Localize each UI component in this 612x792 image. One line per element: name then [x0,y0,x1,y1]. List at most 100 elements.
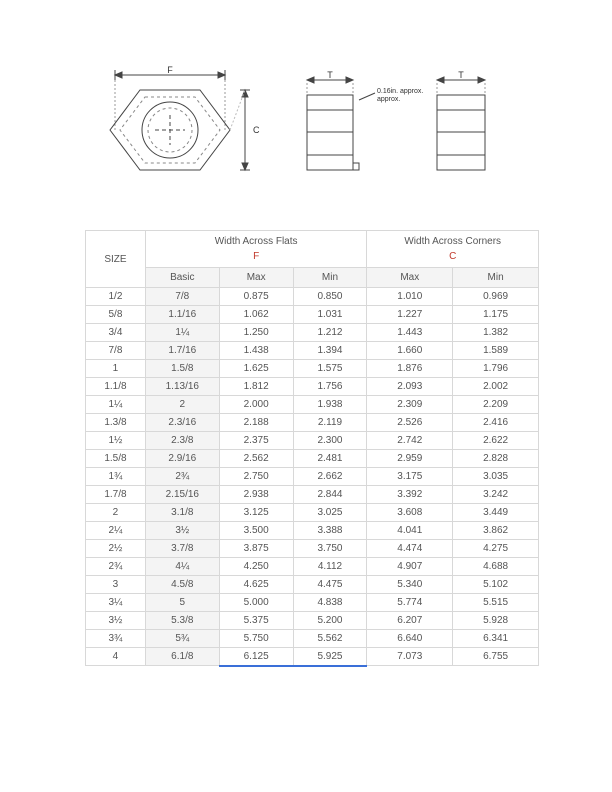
table-cell: 3.242 [453,486,539,504]
table-cell: 6.207 [367,612,453,630]
table-row: 1¼22.0001.9382.3092.209 [86,396,539,414]
table-cell: 7/8 [86,342,146,360]
table-cell: 1.660 [367,342,453,360]
table-cell: 5.000 [219,594,293,612]
page: F C [0,0,612,792]
table-cell: 4.625 [219,576,293,594]
table-cell: 3.500 [219,522,293,540]
table-cell: 5.102 [453,576,539,594]
table-cell: 3.125 [219,504,293,522]
table-cell: 2.526 [367,414,453,432]
header-corners-title: Width Across Corners [367,231,539,250]
table-row: 46.1/86.1255.9257.0736.755 [86,648,539,666]
table-row: 1.5/82.9/162.5622.4812.9592.828 [86,450,539,468]
dim-F-label: F [167,65,173,75]
table-cell: 3.1/8 [145,504,219,522]
subheader-fmin: Min [293,268,367,288]
table-cell: 4.474 [367,540,453,558]
header-flats-title: Width Across Flats [145,231,367,250]
table-cell: 2.375 [219,432,293,450]
table-cell: 2.300 [293,432,367,450]
table-cell: 2.959 [367,450,453,468]
table-cell: 4 [86,648,146,666]
table-cell: 5.750 [219,630,293,648]
table-cell: 2.622 [453,432,539,450]
table-cell: 2 [86,504,146,522]
table-cell: 3.025 [293,504,367,522]
table-cell: 2.119 [293,414,367,432]
table-cell: 2½ [86,540,146,558]
table-row: 2¾4¼4.2504.1124.9074.688 [86,558,539,576]
table-cell: 2.750 [219,468,293,486]
header-letter-C: C [367,249,539,268]
table-cell: 1.812 [219,378,293,396]
table-cell: 2.562 [219,450,293,468]
table-body: 1/27/80.8750.8501.0100.9695/81.1/161.062… [86,288,539,666]
table-cell: 4.5/8 [145,576,219,594]
table-cell: 4.838 [293,594,367,612]
table-row: 1¾2¾2.7502.6623.1753.035 [86,468,539,486]
table-cell: 1¼ [145,324,219,342]
table-cell: 2.209 [453,396,539,414]
table-cell: 6.1/8 [145,648,219,666]
table-cell: 1.394 [293,342,367,360]
highlight-underline [219,665,367,667]
nut-diagrams: F C [100,60,530,190]
table-cell: 5.925 [293,648,367,666]
table-cell: 2.938 [219,486,293,504]
table-cell: 3.175 [367,468,453,486]
table-cell: 1 [86,360,146,378]
table-cell: 5.774 [367,594,453,612]
table-cell: 5.200 [293,612,367,630]
table-cell: 1.062 [219,306,293,324]
table-row: 2¼3½3.5003.3884.0413.862 [86,522,539,540]
table-cell: 2 [145,396,219,414]
table-cell: 5.375 [219,612,293,630]
table-cell: 5¾ [145,630,219,648]
subheader-basic: Basic [145,268,219,288]
table-cell: 1.010 [367,288,453,306]
table-cell: 4.475 [293,576,367,594]
table-cell: 3½ [86,612,146,630]
table-cell: 2.15/16 [145,486,219,504]
table-cell: 4.688 [453,558,539,576]
table-cell: 2.3/8 [145,432,219,450]
table-row: 1.1/81.13/161.8121.7562.0932.002 [86,378,539,396]
table-cell: 6.125 [219,648,293,666]
table-cell: 1½ [86,432,146,450]
table-cell: 2.093 [367,378,453,396]
table-cell: 4¼ [145,558,219,576]
table-cell: 4.041 [367,522,453,540]
table-cell: 2.742 [367,432,453,450]
table-head: SIZE Width Across Flats Width Across Cor… [86,231,539,288]
dim-T-label-1: T [327,70,333,80]
table-cell: 1.443 [367,324,453,342]
table-cell: 1¼ [86,396,146,414]
dim-C-label: C [253,125,260,135]
dimensions-table: SIZE Width Across Flats Width Across Cor… [85,230,539,666]
table-cell: 2¾ [86,558,146,576]
table-row: 3¾5¾5.7505.5626.6406.341 [86,630,539,648]
table-cell: 1.589 [453,342,539,360]
table-cell: 1.175 [453,306,539,324]
table-cell: 5.340 [367,576,453,594]
subheader-cmax: Max [367,268,453,288]
table-cell: 1.3/8 [86,414,146,432]
table-row: 5/81.1/161.0621.0311.2271.175 [86,306,539,324]
table-cell: 0.969 [453,288,539,306]
table-cell: 1/2 [86,288,146,306]
table-cell: 1.031 [293,306,367,324]
table-row: 11.5/81.6251.5751.8761.796 [86,360,539,378]
table-cell: 4.112 [293,558,367,576]
table-cell: 2.828 [453,450,539,468]
table-cell: 1.5/8 [145,360,219,378]
table-cell: 2.3/16 [145,414,219,432]
note-016: 0.16in. approx. approx. [377,88,425,103]
table-row: 2½3.7/83.8753.7504.4744.275 [86,540,539,558]
table-cell: 3/4 [86,324,146,342]
table-cell: 2.9/16 [145,450,219,468]
table-cell: 1.7/16 [145,342,219,360]
table-cell: 0.850 [293,288,367,306]
table-cell: 1.938 [293,396,367,414]
table-cell: 5/8 [86,306,146,324]
